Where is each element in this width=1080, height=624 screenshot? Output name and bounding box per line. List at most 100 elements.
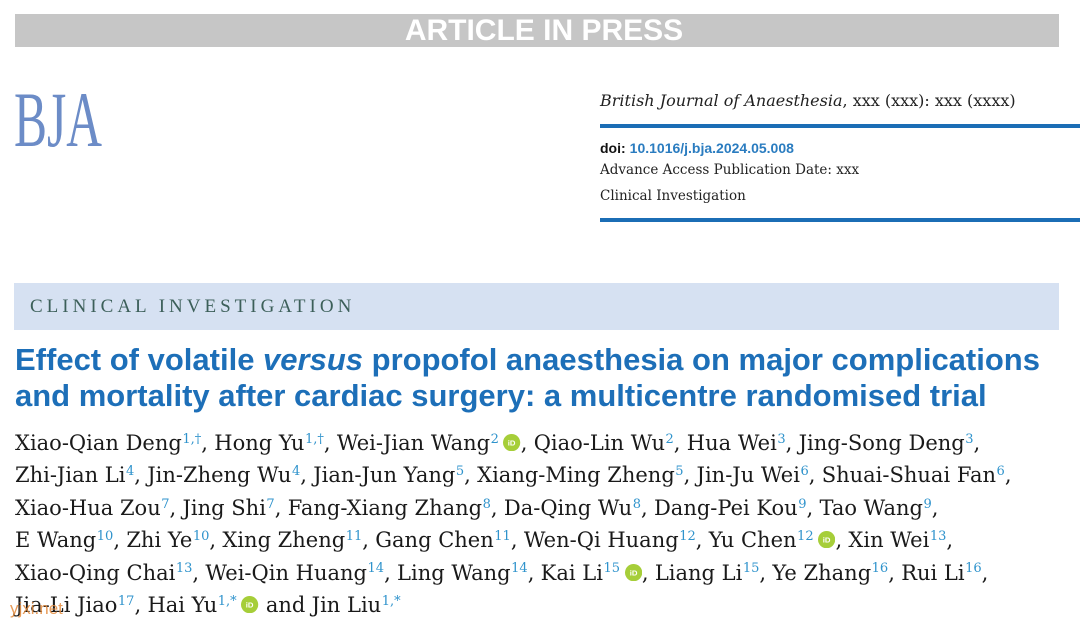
section-label: CLINICAL INVESTIGATION — [30, 296, 356, 317]
author-separator: , — [300, 463, 307, 488]
author-affiliation: 13 — [929, 529, 947, 545]
author: Hai Yu1,* iD and — [147, 593, 305, 617]
journal-name: British Journal of Anaesthesia — [600, 91, 843, 110]
author-affiliation: 15 — [742, 561, 760, 577]
author-name: Jin-Zheng Wu — [147, 463, 292, 488]
author-name: Jing Shi — [182, 495, 266, 520]
author-affiliation: 9 — [798, 496, 807, 512]
author-name: E Wang — [15, 528, 97, 553]
author-affiliation: 7 — [161, 496, 170, 512]
author-name: Fang-Xiang Zhang — [287, 495, 483, 520]
author-name: Zhi-Jian Li — [15, 463, 126, 488]
author: Dang-Pei Kou9, — [654, 496, 813, 520]
author-name: Xiao-Qian Deng — [15, 431, 182, 455]
author-separator: , — [640, 495, 648, 520]
orcid-icon-graphic: iD — [624, 563, 642, 581]
author-separator: , — [981, 560, 989, 585]
author-separator: , — [209, 528, 217, 553]
author: Jin Liu1,* — [312, 593, 401, 617]
orcid-icon-circle — [241, 595, 259, 614]
author-affiliation: 1,† — [304, 431, 324, 447]
article-title: Effect of volatile versus propofol anaes… — [15, 342, 1065, 414]
author-affiliation: 15 — [603, 561, 621, 577]
author-separator: , — [1004, 463, 1012, 488]
author: Xiao-Hua Zou7, — [15, 496, 176, 520]
author: Kai Li15 iD, — [541, 561, 649, 585]
author-affiliation: 7 — [266, 496, 275, 512]
author-name: Hai Yu — [147, 592, 218, 617]
author-name: Hong Yu — [214, 431, 305, 455]
header-rule-bottom — [600, 218, 1080, 222]
author: Wen-Qi Huang12, — [524, 528, 703, 552]
watermark: yjxi.net — [10, 599, 63, 618]
author-separator: and — [265, 592, 306, 617]
author-affiliation: 3 — [965, 431, 974, 447]
author-separator: , — [323, 431, 331, 455]
orcid-icon-label: iD — [246, 600, 254, 609]
author-name: Jia-Li Jiao — [15, 592, 118, 617]
author: Xiao-Qian Deng1,†, — [15, 431, 208, 455]
author-separator: , — [113, 528, 121, 553]
author-affiliation: 16 — [871, 561, 889, 577]
author-affiliation: 6 — [996, 464, 1005, 480]
author-name: Ye Zhang — [772, 560, 872, 585]
author-line: Xiao-Qian Deng1,†, Hong Yu1,†, Wei-Jian Wa… — [15, 427, 980, 459]
author-affiliation: 11 — [494, 529, 511, 545]
author-name: Zhi Ye — [126, 528, 193, 553]
orcid-icon[interactable]: iD — [624, 563, 642, 581]
author-name: Xin Wei — [848, 528, 930, 553]
author-name: Wen-Qi Huang — [523, 528, 679, 553]
author-separator: , — [946, 528, 954, 553]
author-name: Yu Chen — [708, 528, 797, 553]
author-separator: , — [274, 495, 282, 520]
title-emphasis: versus — [263, 342, 364, 377]
author-separator: , — [362, 528, 369, 553]
author-separator: , — [490, 495, 498, 520]
article-in-press-banner: ARTICLE IN PRESS — [15, 14, 1059, 47]
author: Xin Wei13, — [848, 528, 953, 552]
author-affiliation: 8 — [632, 496, 641, 512]
author-affiliation: 5 — [675, 464, 684, 480]
author: Jin-Zheng Wu4, — [147, 463, 307, 487]
author-name: Dang-Pei Kou — [653, 495, 798, 520]
author-name: Tao Wang — [819, 495, 923, 520]
orcid-icon-circle — [503, 434, 521, 452]
author-separator: , — [806, 495, 814, 520]
orcid-icon[interactable]: iD — [503, 434, 521, 452]
journal-logo-text: BJA — [14, 86, 102, 152]
banner-text: ARTICLE IN PRESS — [404, 14, 684, 47]
journal-logo-graphic: BJA — [14, 86, 102, 152]
author-name: Shuai-Shuai Fan — [821, 463, 997, 488]
author-list: Xiao-Qian Deng1,†, Hong Yu1,†, Wei-Jian Wa… — [15, 427, 1012, 621]
author-separator: , — [785, 431, 793, 455]
author-separator: , — [169, 495, 177, 520]
orcid-icon-graphic: iD — [503, 434, 521, 452]
author: E Wang10, — [15, 528, 120, 552]
author: Xiang-Ming Zheng5, — [477, 463, 690, 487]
author-line: Zhi-Jian Li4, Jin-Zheng Wu4, Jian-Jun Yang… — [15, 459, 1012, 491]
orcid-icon-circle — [624, 563, 642, 581]
author-name: Xing Zheng — [222, 528, 346, 553]
author-affiliation: 10 — [192, 529, 210, 545]
author-name: Ling Wang — [397, 560, 511, 585]
author-separator: , — [973, 431, 981, 455]
orcid-icon-graphic: iD — [818, 531, 836, 549]
journal-citation-details: , xxx (xxx): xxx (xxxx) — [842, 91, 1016, 110]
author-line: Xiao-Hua Zou7, Jing Shi7, Fang-Xiang Zhang… — [15, 492, 938, 524]
journal-citation: British Journal of Anaesthesia, xxx (xxx… — [600, 91, 1016, 111]
author-name: Wei-Qin Huang — [205, 560, 367, 585]
author: Rui Li16, — [901, 561, 988, 585]
author-name: Hua Wei — [686, 431, 777, 455]
author: Wei-Jian Wang2 iD, — [337, 431, 528, 455]
author-name: Gang Chen — [375, 528, 494, 553]
author: Ye Zhang16, — [772, 561, 895, 585]
orcid-icon[interactable]: iD — [818, 531, 836, 549]
orcid-icon[interactable]: iD — [241, 595, 259, 614]
author-separator: , — [641, 560, 649, 585]
author-separator: , — [201, 431, 208, 455]
title-text-rest: propofol anaesthesia on major complicati… — [15, 342, 1040, 413]
author: Da-Qing Wu8, — [504, 496, 648, 520]
author-affiliation: 6 — [800, 464, 809, 480]
doi-link[interactable]: 10.1016/j.bja.2024.05.008 — [629, 140, 794, 156]
